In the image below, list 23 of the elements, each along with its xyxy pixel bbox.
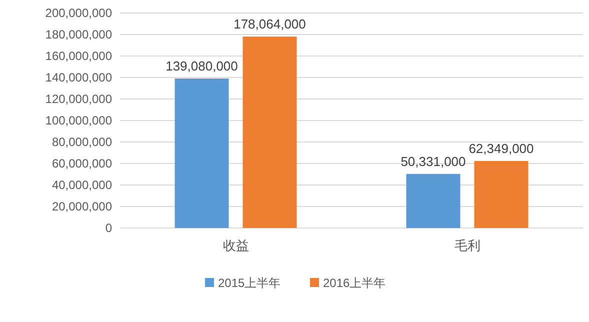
y-tick-label: 200,000,000 bbox=[45, 6, 112, 20]
y-tick-label: 140,000,000 bbox=[45, 70, 112, 84]
bar bbox=[406, 174, 460, 228]
y-tick-label: 20,000,000 bbox=[52, 200, 112, 214]
y-tick-label: 100,000,000 bbox=[45, 114, 112, 128]
legend-label: 2015上半年 bbox=[218, 276, 281, 290]
y-tick-label: 60,000,000 bbox=[52, 156, 112, 170]
y-tick-label: 160,000,000 bbox=[45, 49, 112, 63]
y-tick-label: 80,000,000 bbox=[52, 135, 112, 149]
data-label: 62,349,000 bbox=[468, 140, 534, 156]
y-tick-label: 40,000,000 bbox=[52, 178, 112, 192]
y-tick-label: 120,000,000 bbox=[45, 92, 112, 106]
x-tick-label: 收益 bbox=[222, 238, 249, 253]
y-tick-label: 180,000,000 bbox=[45, 28, 112, 42]
y-tick-label: 0 bbox=[105, 221, 112, 235]
data-label: 178,064,000 bbox=[234, 16, 306, 32]
legend-label: 2016上半年 bbox=[323, 276, 386, 290]
bar bbox=[242, 36, 297, 228]
data-label: 50,331,000 bbox=[400, 154, 466, 169]
x-tick-label: 毛利 bbox=[454, 238, 480, 253]
bar bbox=[474, 160, 528, 228]
data-label: 139,080,000 bbox=[166, 58, 238, 74]
bar bbox=[174, 78, 229, 228]
